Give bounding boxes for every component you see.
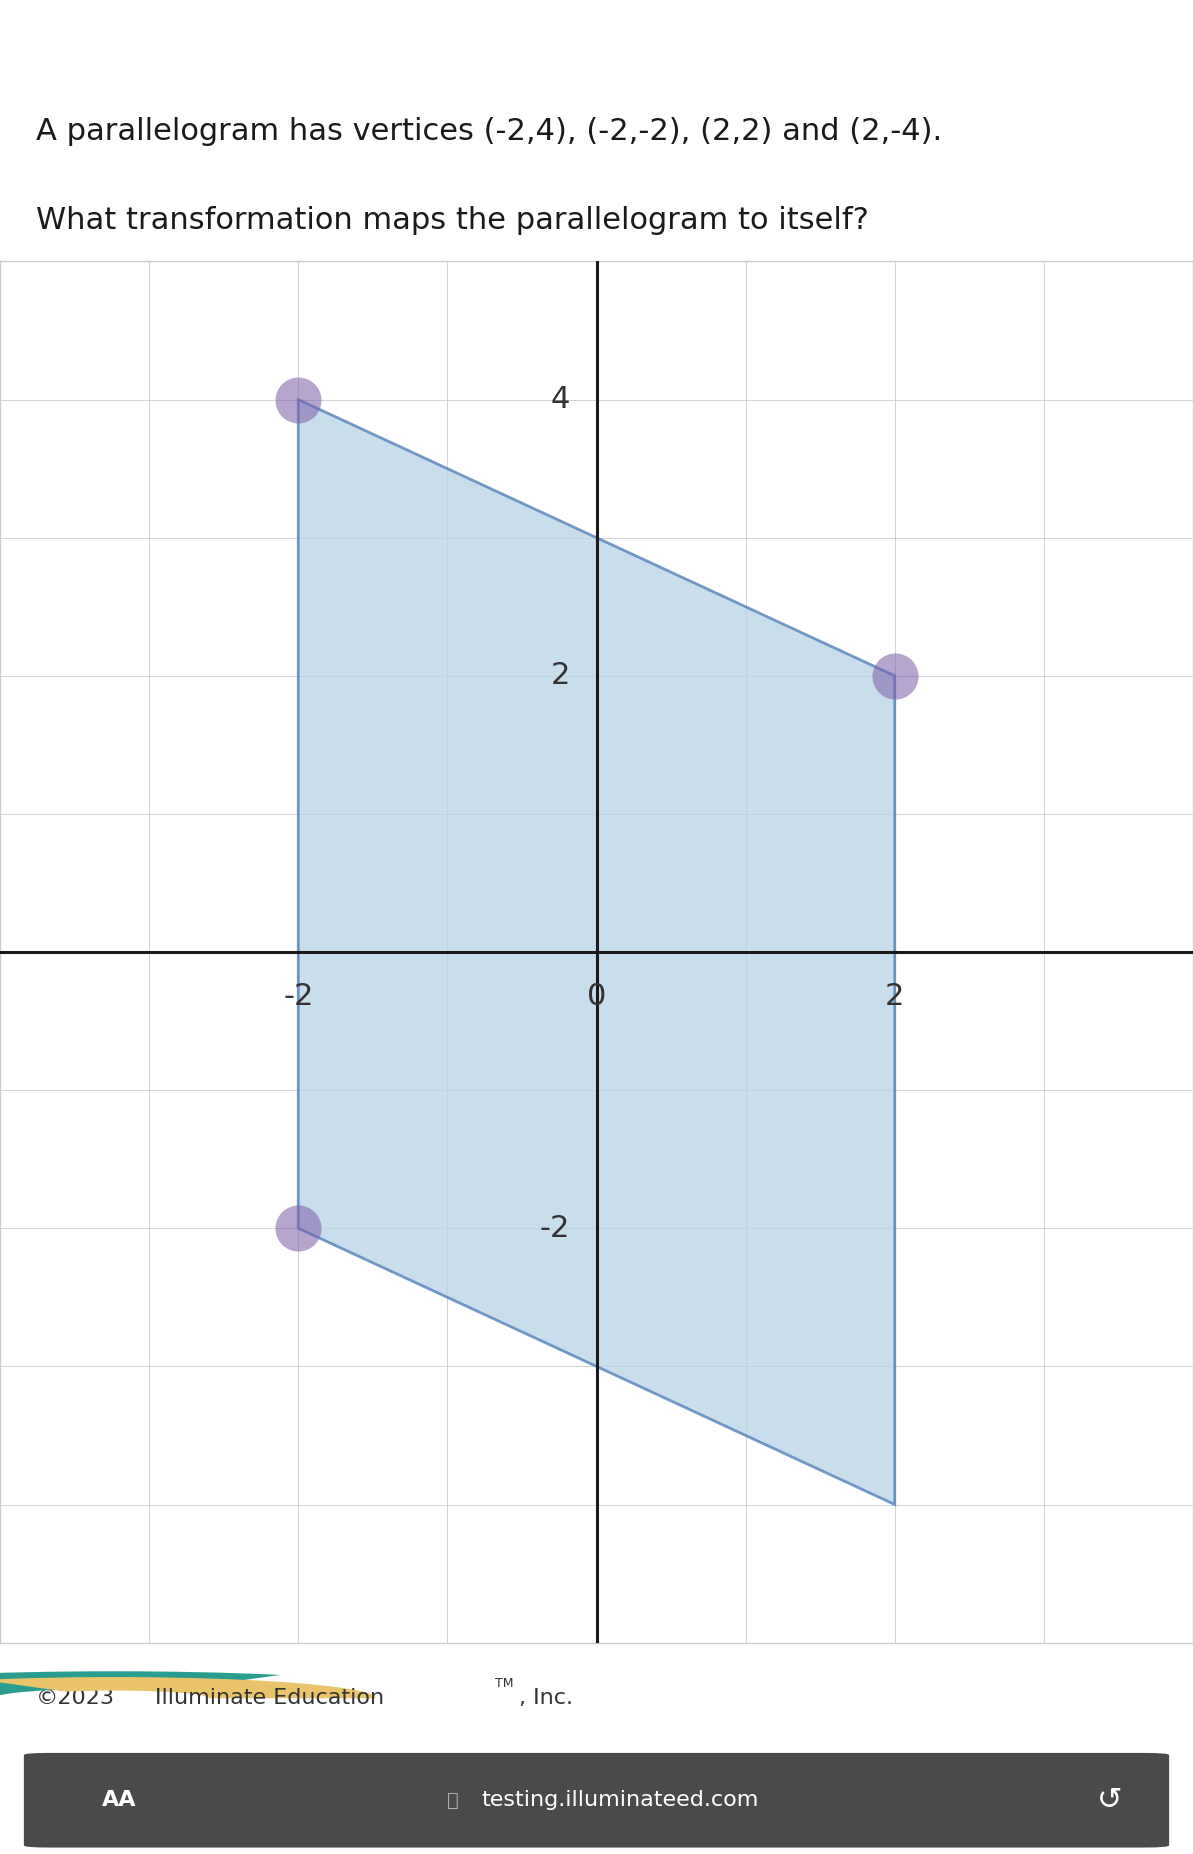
- Wedge shape: [0, 1678, 376, 1698]
- Text: ©2023: ©2023: [36, 1689, 115, 1708]
- Text: , Inc.: , Inc.: [519, 1689, 573, 1708]
- Text: 0: 0: [587, 983, 606, 1012]
- Wedge shape: [0, 1670, 280, 1698]
- Text: testing.illuminateed.com: testing.illuminateed.com: [482, 1791, 759, 1810]
- Text: TM: TM: [495, 1678, 514, 1691]
- Point: [289, 1214, 308, 1244]
- Text: Illuminate Education: Illuminate Education: [155, 1689, 384, 1708]
- Point: [289, 384, 308, 413]
- Text: AA: AA: [103, 1791, 136, 1810]
- Text: A parallelogram has vertices (-2,4), (-2,-2), (2,2) and (2,-4).: A parallelogram has vertices (-2,4), (-2…: [36, 117, 942, 146]
- Text: 4: 4: [550, 386, 570, 413]
- Text: -2: -2: [539, 1214, 570, 1242]
- Point: [885, 662, 904, 692]
- Text: What transformation maps the parallelogram to itself?: What transformation maps the parallelogr…: [36, 206, 869, 235]
- FancyBboxPatch shape: [24, 1752, 1169, 1848]
- Text: ↺: ↺: [1096, 1785, 1123, 1815]
- Polygon shape: [298, 399, 895, 1505]
- Text: 2: 2: [550, 662, 570, 690]
- Text: -2: -2: [283, 983, 314, 1012]
- Text: 2: 2: [885, 983, 904, 1012]
- Text: 🔒: 🔒: [447, 1791, 459, 1810]
